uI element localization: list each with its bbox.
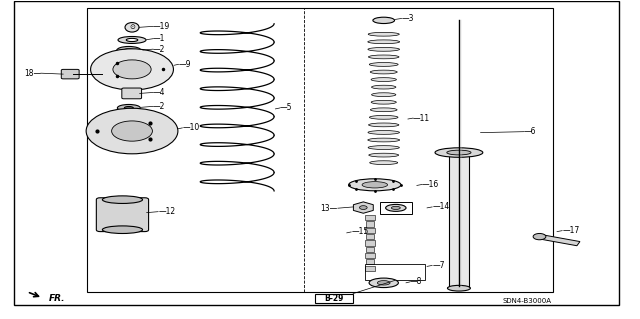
Circle shape [86,108,178,154]
Circle shape [91,49,173,90]
Bar [315,293,353,303]
Bar [88,8,552,292]
Ellipse shape [126,38,138,41]
Ellipse shape [371,108,397,112]
Ellipse shape [371,78,396,81]
Ellipse shape [369,55,399,59]
Text: —7: —7 [432,261,445,270]
Bar [365,266,375,271]
Ellipse shape [117,105,140,111]
Text: B-29: B-29 [324,294,344,303]
Text: SDN4-B3000A: SDN4-B3000A [502,298,552,304]
Bar [365,264,425,280]
Ellipse shape [116,47,141,54]
Bar [380,202,412,214]
Ellipse shape [368,130,399,134]
Polygon shape [538,234,580,246]
Text: FR.: FR. [49,294,66,303]
Ellipse shape [369,278,398,287]
Ellipse shape [125,23,139,32]
Bar [365,253,375,258]
Text: ⊙: ⊙ [129,24,135,30]
Text: —9: —9 [179,60,191,69]
Ellipse shape [368,138,399,142]
Bar [365,228,375,233]
Text: —16: —16 [422,180,439,189]
Text: —2: —2 [153,45,165,54]
Bar [365,241,375,246]
Text: —1: —1 [153,34,165,43]
Polygon shape [353,202,373,213]
Ellipse shape [386,204,406,211]
Bar [449,150,469,287]
Ellipse shape [369,153,399,157]
Text: 13—: 13— [321,204,338,213]
Ellipse shape [447,150,471,155]
Ellipse shape [392,206,400,210]
Ellipse shape [368,146,399,149]
Ellipse shape [360,206,367,210]
Ellipse shape [372,85,396,89]
Circle shape [111,121,152,141]
Text: 18—: 18— [24,69,41,78]
Text: —11: —11 [413,114,430,122]
Text: —6: —6 [524,127,536,136]
Ellipse shape [533,234,546,240]
Text: —14: —14 [432,203,449,211]
Ellipse shape [102,196,143,204]
Ellipse shape [368,48,399,51]
FancyBboxPatch shape [61,69,79,79]
Bar [365,215,375,220]
Text: —12: —12 [158,207,175,216]
Ellipse shape [371,100,396,104]
Bar [365,247,374,252]
Ellipse shape [368,32,399,36]
Ellipse shape [373,17,394,24]
FancyBboxPatch shape [97,198,148,232]
Text: —5: —5 [280,103,292,113]
Ellipse shape [435,148,483,157]
Ellipse shape [124,107,133,109]
Ellipse shape [362,182,388,188]
FancyBboxPatch shape [122,88,141,99]
Ellipse shape [378,281,390,285]
Text: —4: —4 [153,88,166,97]
Text: —19: —19 [153,22,170,31]
Ellipse shape [118,36,146,43]
Ellipse shape [370,161,397,165]
Circle shape [113,60,151,79]
Text: —10: —10 [182,123,200,132]
Ellipse shape [372,93,396,97]
Ellipse shape [369,115,398,119]
Ellipse shape [368,40,399,44]
Bar [365,234,374,239]
Ellipse shape [349,179,401,191]
Ellipse shape [370,70,397,74]
Bar [365,259,374,264]
Text: —2: —2 [153,102,165,111]
Ellipse shape [124,49,134,52]
Text: —3: —3 [401,14,414,23]
Bar [365,221,374,226]
Text: —15: —15 [351,227,369,236]
Text: —8: —8 [410,278,422,286]
Ellipse shape [102,226,143,234]
Ellipse shape [447,286,470,291]
Text: —17: —17 [562,226,579,235]
Ellipse shape [369,63,398,66]
Ellipse shape [369,123,399,127]
